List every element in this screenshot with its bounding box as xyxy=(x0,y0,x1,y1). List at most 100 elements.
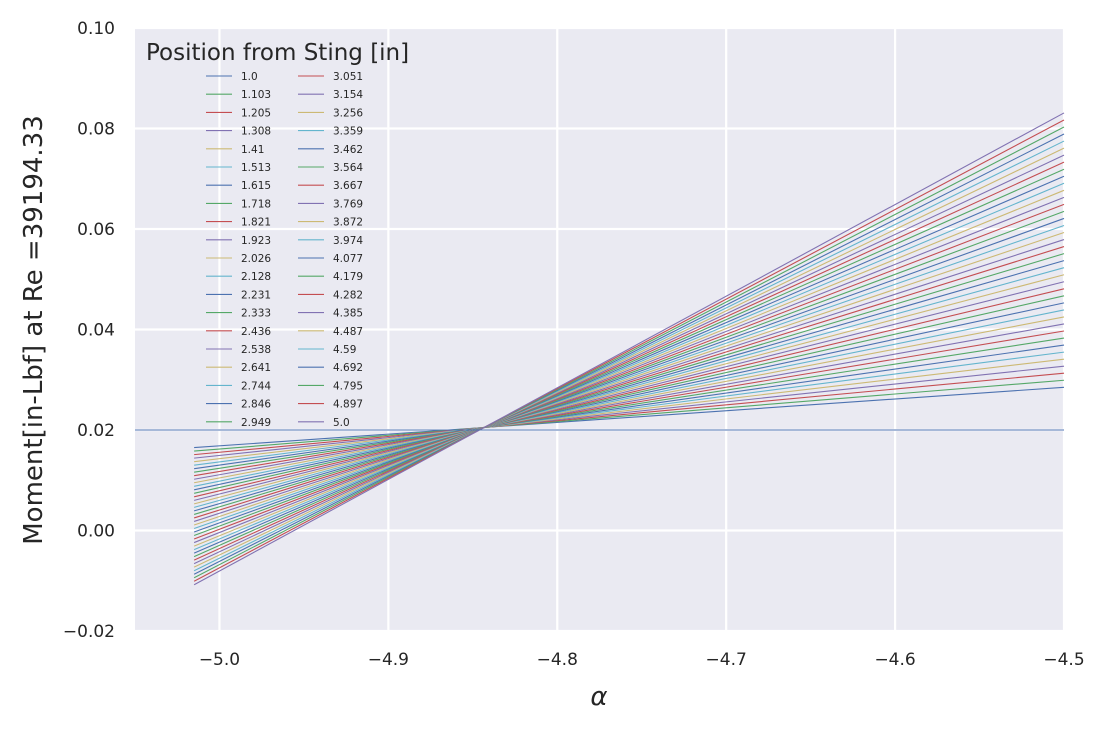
legend-label: 4.692 xyxy=(333,362,363,374)
series-line xyxy=(194,344,1065,470)
legend-label: 1.41 xyxy=(241,144,264,156)
x-tick-label: −4.7 xyxy=(706,650,747,670)
legend-label: 1.718 xyxy=(241,198,271,210)
series-line xyxy=(193,119,1065,582)
legend-label: 4.795 xyxy=(333,380,363,392)
legend-label: 5.0 xyxy=(333,417,350,429)
legend-label: 2.436 xyxy=(241,326,271,338)
series-line xyxy=(193,154,1065,565)
x-tick-label: −5.0 xyxy=(199,650,240,670)
legend-label: 1.205 xyxy=(241,107,271,119)
x-axis-ticks: −5.0 −4.9 −4.8 −4.7 −4.6 −4.5 xyxy=(199,650,1085,670)
series-line xyxy=(194,337,1065,473)
legend-label: 1.821 xyxy=(241,217,271,229)
series-line xyxy=(194,379,1065,452)
series-line xyxy=(194,330,1065,477)
legend-label: 2.333 xyxy=(241,308,271,320)
series-line xyxy=(193,126,1065,579)
legend-label: 3.359 xyxy=(333,126,363,138)
series-line xyxy=(194,309,1065,487)
series-line xyxy=(193,189,1065,547)
legend-label: 1.923 xyxy=(241,235,271,247)
series-line xyxy=(193,231,1065,526)
series-line xyxy=(193,210,1065,537)
series-line xyxy=(194,386,1065,449)
legend-title: Position from Sting [in] xyxy=(146,40,409,66)
y-tick-label: 0.10 xyxy=(77,19,115,39)
legend-label: 4.897 xyxy=(333,399,363,411)
legend-label: 4.59 xyxy=(333,344,356,356)
legend-label: 2.538 xyxy=(241,344,271,356)
legend-label: 3.462 xyxy=(333,144,363,156)
x-tick-label: −4.6 xyxy=(874,650,915,670)
series-line xyxy=(193,281,1065,501)
series-line xyxy=(194,316,1065,484)
series-line xyxy=(193,288,1065,498)
legend-label: 4.179 xyxy=(333,271,363,283)
series-line xyxy=(193,196,1065,544)
legend-label: 3.564 xyxy=(333,162,363,174)
y-tick-label: 0.06 xyxy=(77,220,115,240)
series-line xyxy=(194,365,1065,459)
legend-label: 3.154 xyxy=(333,89,363,101)
y-tick-label: 0.08 xyxy=(77,120,115,140)
y-tick-label: 0.02 xyxy=(77,421,115,441)
legend-label: 1.0 xyxy=(241,71,258,83)
legend-label: 2.846 xyxy=(241,399,271,411)
y-axis-label: Moment[in-Lbf] at Re =39194.33 xyxy=(19,115,49,545)
legend-label: 4.487 xyxy=(333,326,363,338)
series-line xyxy=(193,253,1065,515)
series-line xyxy=(193,140,1065,572)
series-line xyxy=(193,175,1065,554)
legend-label: 4.282 xyxy=(333,289,363,301)
legend-label: 4.077 xyxy=(333,253,363,265)
series-lines xyxy=(193,112,1065,586)
legend-label: 3.051 xyxy=(333,71,363,83)
series-line xyxy=(193,161,1065,561)
series-line xyxy=(193,260,1065,512)
legend-label: 1.615 xyxy=(241,180,271,192)
series-line xyxy=(193,133,1065,575)
series-line xyxy=(194,358,1065,463)
legend-label: 2.641 xyxy=(241,362,271,374)
y-tick-label: 0.00 xyxy=(77,522,115,542)
series-line xyxy=(193,168,1065,558)
series-line xyxy=(194,302,1065,491)
legend-label: 3.667 xyxy=(333,180,363,192)
x-tick-label: −4.9 xyxy=(368,650,409,670)
series-line xyxy=(194,372,1065,456)
legend-label: 1.103 xyxy=(241,89,271,101)
legend-label: 2.949 xyxy=(241,417,271,429)
legend-label: 3.256 xyxy=(333,107,363,119)
legend-label: 4.385 xyxy=(333,308,363,320)
legend-label: 2.744 xyxy=(241,380,271,392)
series-line xyxy=(193,147,1065,568)
series-line xyxy=(193,267,1065,508)
legend-label: 2.026 xyxy=(241,253,271,265)
legend-label: 3.974 xyxy=(333,235,363,247)
legend-label: 1.308 xyxy=(241,126,271,138)
y-axis-ticks: −0.02 0.00 0.02 0.04 0.06 0.08 0.10 xyxy=(63,19,115,642)
series-line xyxy=(193,203,1065,540)
legend-label: 2.231 xyxy=(241,289,271,301)
series-line xyxy=(193,239,1065,522)
x-tick-label: −4.8 xyxy=(537,650,578,670)
legend-label: 3.872 xyxy=(333,217,363,229)
series-line xyxy=(193,217,1065,533)
legend: Position from Sting [in] 1.0 1.103 1.205 1.… xyxy=(146,40,409,429)
series-line xyxy=(194,351,1065,466)
series-line xyxy=(193,274,1065,505)
series-line xyxy=(194,323,1065,480)
x-axis-label: α xyxy=(590,682,607,712)
legend-entries: 1.0 1.103 1.205 1.308 1.41 1.513 1.615 1.718 1.8… xyxy=(206,71,363,429)
series-line xyxy=(193,112,1065,586)
legend-label: 2.128 xyxy=(241,271,271,283)
series-line xyxy=(193,295,1065,494)
x-tick-label: −4.5 xyxy=(1043,650,1084,670)
series-line xyxy=(193,182,1065,551)
y-tick-label: −0.02 xyxy=(63,622,115,642)
legend-label: 3.769 xyxy=(333,198,363,210)
series-line xyxy=(193,224,1065,530)
y-tick-label: 0.04 xyxy=(77,321,115,341)
